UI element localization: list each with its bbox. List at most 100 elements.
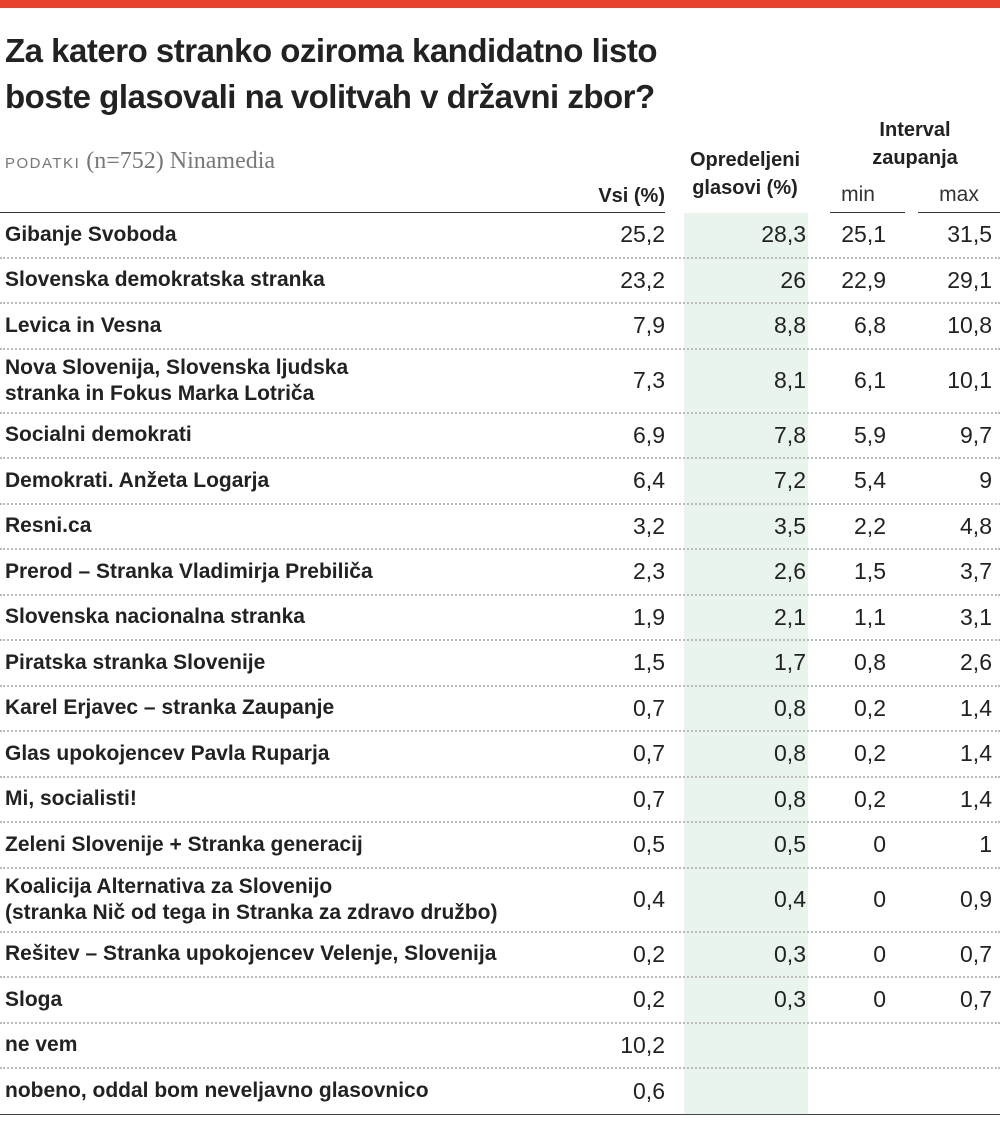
cell-value: 0,7 bbox=[960, 940, 992, 967]
row-label: Karel Erjavec – stranka Zaupanje bbox=[5, 696, 335, 720]
table-row: Gibanje Svoboda 25,2 28,3 25,1 31,5 bbox=[0, 213, 1000, 259]
table-row: Nova Slovenija, Slovenska ljudska strank… bbox=[0, 350, 1000, 414]
cell-value: 0,8 bbox=[774, 694, 806, 721]
highlight-column bbox=[684, 213, 808, 1115]
cell-value: 1,5 bbox=[633, 649, 665, 676]
cell-value: 2,1 bbox=[774, 603, 806, 630]
cell-value: 6,8 bbox=[854, 312, 886, 339]
cell-value: 0,2 bbox=[854, 694, 886, 721]
cell-value: 3,7 bbox=[960, 558, 992, 585]
table-row: Glas upokojencev Pavla Ruparja 0,7 0,8 0,2 1… bbox=[0, 732, 1000, 778]
table-row: Levica in Vesna 7,9 8,8 6,8 10,8 bbox=[0, 304, 1000, 350]
table-row: nobeno, oddal bom neveljavno glasovnico 0… bbox=[0, 1069, 1000, 1115]
table-row: Sloga 0,2 0,3 0 0,7 bbox=[0, 978, 1000, 1024]
cell-value: 4,8 bbox=[960, 512, 992, 539]
cell-value: 2,6 bbox=[774, 558, 806, 585]
row-label: Mi, socialisti! bbox=[5, 787, 137, 811]
cell-value: 6,1 bbox=[854, 367, 886, 393]
table-row: Socialni demokrati 6,9 7,8 5,9 9,7 bbox=[0, 414, 1000, 459]
cell-value: 1,4 bbox=[960, 740, 992, 767]
cell-value: 9,7 bbox=[960, 421, 992, 448]
row-label: Socialni demokrati bbox=[5, 423, 192, 447]
rule bbox=[918, 212, 1000, 213]
cell-value: 0,7 bbox=[633, 694, 665, 721]
cell-value: 0,8 bbox=[774, 785, 806, 812]
cell-value: 23,2 bbox=[620, 266, 665, 293]
cell-value: 0,9 bbox=[960, 886, 992, 912]
cell-value: 29,1 bbox=[947, 266, 992, 293]
cell-value: 10,2 bbox=[620, 1031, 665, 1058]
col-header: max bbox=[939, 183, 979, 206]
cell-value: 0,8 bbox=[854, 649, 886, 676]
cell-value: 7,8 bbox=[774, 421, 806, 448]
cell-value: 6,9 bbox=[633, 421, 665, 448]
table-row: Zeleni Slovenije + Stranka generacij 0,5 0… bbox=[0, 823, 1000, 869]
cell-value: 1 bbox=[979, 831, 992, 858]
table-row: ne vem 10,2 bbox=[0, 1024, 1000, 1069]
col-header: Vsi (%) bbox=[598, 185, 665, 207]
row-label: ne vem bbox=[5, 1033, 78, 1057]
cell-value: 0,7 bbox=[633, 785, 665, 812]
row-label: Nova Slovenija, Slovenska ljudska strank… bbox=[5, 355, 349, 405]
rule bbox=[830, 212, 905, 213]
cell-value: 1,4 bbox=[960, 694, 992, 721]
cell-value: 0,8 bbox=[774, 740, 806, 767]
cell-value: 7,2 bbox=[774, 467, 806, 494]
row-label: Levica in Vesna bbox=[5, 313, 162, 337]
cell-value: 1,5 bbox=[854, 558, 886, 585]
table-row: Demokrati. Anžeta Logarja 6,4 7,2 5,4 9 bbox=[0, 459, 1000, 505]
cell-value: 25,2 bbox=[620, 221, 665, 248]
cell-value: 3,1 bbox=[960, 603, 992, 630]
cell-value: 9 bbox=[979, 467, 992, 494]
cell-value: 0,3 bbox=[774, 986, 806, 1013]
cell-value: 0 bbox=[873, 986, 886, 1013]
row-label: Piratska stranka Slovenije bbox=[5, 650, 266, 674]
source-text: (n=752) Ninamedia bbox=[86, 148, 276, 174]
row-label: Demokrati. Anžeta Logarja bbox=[5, 468, 270, 492]
table-row: Rešitev – Stranka upokojencev Velenje, S… bbox=[0, 933, 1000, 978]
cell-value: 10,1 bbox=[947, 367, 992, 393]
cell-value: 8,1 bbox=[774, 367, 806, 393]
table-row: Slovenska nacionalna stranka 1,9 2,1 1,1 3,1 bbox=[0, 596, 1000, 641]
cell-value: 26 bbox=[780, 266, 806, 293]
table-row: Prerod – Stranka Vladimirja Prebiliča 2,3… bbox=[0, 550, 1000, 596]
cell-value: 0,2 bbox=[633, 986, 665, 1013]
col-header: Opredeljeni glasovi (%) bbox=[689, 149, 801, 199]
cell-value: 2,2 bbox=[854, 512, 886, 539]
row-label: Resni.ca bbox=[5, 514, 92, 538]
cell-value: 0,7 bbox=[633, 740, 665, 767]
cell-value: 0,3 bbox=[774, 940, 806, 967]
table-row: Slovenska demokratska stranka 23,2 26 22,9 2… bbox=[0, 259, 1000, 304]
cell-value: 0,4 bbox=[633, 886, 665, 912]
row-label: Slovenska demokratska stranka bbox=[5, 268, 325, 292]
cell-value: 0,4 bbox=[774, 886, 806, 912]
cell-value: 31,5 bbox=[947, 221, 992, 248]
top-bar bbox=[0, 0, 1000, 8]
table-row: Piratska stranka Slovenije 1,5 1,7 0,8 2,6 bbox=[0, 641, 1000, 687]
rule bbox=[0, 212, 665, 213]
table-row: Mi, socialisti! 0,7 0,8 0,2 1,4 bbox=[0, 778, 1000, 823]
cell-value: 0,2 bbox=[854, 740, 886, 767]
cell-value: 25,1 bbox=[841, 221, 886, 248]
row-label: Sloga bbox=[5, 987, 63, 1011]
row-label: Glas upokojencev Pavla Ruparja bbox=[5, 741, 330, 765]
row-label: Rešitev – Stranka upokojencev Velenje, S… bbox=[5, 942, 497, 966]
cell-value: 1,1 bbox=[854, 603, 886, 630]
row-label: Prerod – Stranka Vladimirja Prebiliča bbox=[5, 559, 373, 583]
row-label: Zeleni Slovenije + Stranka generacij bbox=[5, 832, 363, 856]
source: PODATKI (n=752) Ninamedia bbox=[5, 148, 275, 175]
cell-value: 8,8 bbox=[774, 312, 806, 339]
cell-value: 0,2 bbox=[854, 785, 886, 812]
cell-value: 10,8 bbox=[947, 312, 992, 339]
cell-value: 2,6 bbox=[960, 649, 992, 676]
cell-value: 6,4 bbox=[633, 467, 665, 494]
table-row: Karel Erjavec – stranka Zaupanje 0,7 0,8 0,… bbox=[0, 687, 1000, 732]
cell-value: 1,9 bbox=[633, 603, 665, 630]
row-label: nobeno, oddal bom neveljavno glasovnico bbox=[5, 1079, 429, 1103]
cell-value: 0,7 bbox=[960, 986, 992, 1013]
source-label: PODATKI bbox=[5, 155, 81, 172]
cell-value: 0,5 bbox=[633, 831, 665, 858]
cell-value: 3,5 bbox=[774, 512, 806, 539]
cell-value: 5,4 bbox=[854, 467, 886, 494]
